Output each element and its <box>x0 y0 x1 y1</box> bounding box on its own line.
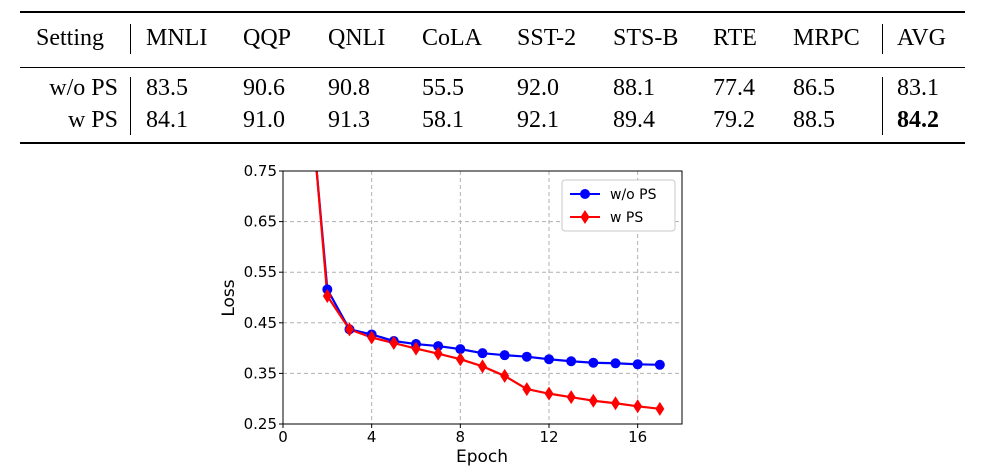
header-setting: Setting <box>36 25 105 51</box>
header-mrpc: MRPC <box>793 25 860 51</box>
point-w-ps-2 <box>345 322 354 337</box>
row-w-ps-sst2: 92.1 <box>517 107 559 133</box>
row-wo-ps-cola: 55.5 <box>422 75 464 101</box>
table-separator-avg-body <box>882 77 883 135</box>
point-w-ps-8 <box>478 359 487 374</box>
x-tick-label-12: 12 <box>539 428 558 446</box>
table-separator-setting <box>130 24 131 54</box>
x-tick-label-8: 8 <box>456 428 466 446</box>
table-header-rule <box>20 67 965 68</box>
x-tick-label-0: 0 <box>278 428 288 446</box>
row-wo-ps-avg: 83.1 <box>897 75 939 101</box>
legend-label-wo-ps: w/o PS <box>610 187 657 203</box>
marker-layer <box>322 284 665 416</box>
row-w-ps-rte: 79.2 <box>713 107 755 133</box>
row-w-ps-mrpc: 88.5 <box>793 107 835 133</box>
row-w-ps-setting: w PS <box>67 107 118 133</box>
row-w-ps-mnli: 84.1 <box>146 107 188 133</box>
point-w-o-ps-9 <box>499 350 510 361</box>
row-w-ps-qnli: 91.3 <box>328 107 370 133</box>
y-tick-label-2: 0.45 <box>244 314 277 332</box>
header-qnli: QNLI <box>328 25 386 51</box>
header-avg: AVG <box>897 25 946 51</box>
row-w-ps-qqp: 91.0 <box>243 107 285 133</box>
point-w-ps-4 <box>389 336 399 351</box>
table-separator-avg <box>882 24 883 54</box>
x-axis-label: Epoch <box>456 447 508 467</box>
row-wo-ps-rte: 77.4 <box>713 75 755 101</box>
point-w-ps-7 <box>455 352 465 367</box>
row-wo-ps-setting: w/o PS <box>49 75 118 101</box>
legend-marker-wo-ps <box>580 189 590 199</box>
row-w-ps-cola: 58.1 <box>422 107 464 133</box>
point-w-o-ps-14 <box>610 358 621 369</box>
point-w-ps-13 <box>588 393 598 408</box>
loss-chart: 0 4 8 12 16 0.25 0.35 0.45 0.55 0.65 0.75 Epoch Lo… <box>219 162 683 467</box>
point-w-o-ps-10 <box>521 351 532 362</box>
point-w-o-ps-6 <box>433 341 444 352</box>
point-w-ps-9 <box>500 368 510 383</box>
point-w-ps-11 <box>544 386 554 401</box>
y-tick-label-0: 0.25 <box>244 415 277 433</box>
legend: w/o PS w PS <box>561 179 676 232</box>
legend-box <box>561 179 676 232</box>
point-w-ps-10 <box>522 382 532 397</box>
row-wo-ps-qnli: 90.8 <box>328 75 370 101</box>
x-tick-label-16: 16 <box>628 428 647 446</box>
header-sst2: SST-2 <box>517 25 577 51</box>
point-w-o-ps-13 <box>588 357 599 368</box>
point-w-o-ps-8 <box>477 348 488 359</box>
header-mnli: MNLI <box>146 25 208 51</box>
row-wo-ps-mrpc: 86.5 <box>793 75 835 101</box>
header-qqp: QQP <box>243 25 292 51</box>
table-bottom-rule <box>20 142 965 144</box>
point-w-ps-14 <box>611 396 620 411</box>
table-top-rule <box>20 11 965 13</box>
point-w-o-ps-16 <box>654 359 665 370</box>
point-w-ps-6 <box>433 346 443 361</box>
point-w-o-ps-7 <box>455 344 466 355</box>
row-wo-ps-stsb: 88.1 <box>613 75 655 101</box>
y-axis-label: Loss <box>219 279 239 316</box>
row-wo-ps-qqp: 90.6 <box>243 75 285 101</box>
row-wo-ps-sst2: 92.0 <box>517 75 559 101</box>
point-w-o-ps-15 <box>632 359 643 370</box>
header-rte: RTE <box>713 25 757 51</box>
point-w-o-ps-11 <box>544 354 554 365</box>
y-tick-label-4: 0.65 <box>244 213 277 231</box>
row-wo-ps-mnli: 83.5 <box>146 75 188 101</box>
point-w-ps-3 <box>367 330 377 345</box>
header-stsb: STS-B <box>613 25 679 51</box>
plot-frame <box>282 170 683 425</box>
point-w-ps-1 <box>322 288 332 303</box>
row-w-ps-stsb: 89.4 <box>613 107 655 133</box>
legend-label-w-ps: w PS <box>610 210 643 226</box>
header-cola: CoLA <box>422 25 482 51</box>
row-w-ps-avg: 84.2 <box>897 107 939 133</box>
tick-layer: 0 4 8 12 16 0.25 0.35 0.45 0.55 0.65 0.75 <box>244 162 648 446</box>
point-w-ps-5 <box>411 341 421 356</box>
y-tick-label-5: 0.75 <box>244 162 277 180</box>
point-w-ps-15 <box>633 399 643 414</box>
point-w-ps-16 <box>655 401 665 416</box>
point-w-ps-12 <box>566 390 576 405</box>
legend-marker-w-ps <box>580 210 590 224</box>
x-tick-label-4: 4 <box>367 428 377 446</box>
point-w-o-ps-12 <box>566 356 577 367</box>
y-tick-label-3: 0.55 <box>244 263 277 281</box>
y-tick-label-1: 0.35 <box>244 364 277 382</box>
table-separator-setting-body <box>130 77 131 135</box>
